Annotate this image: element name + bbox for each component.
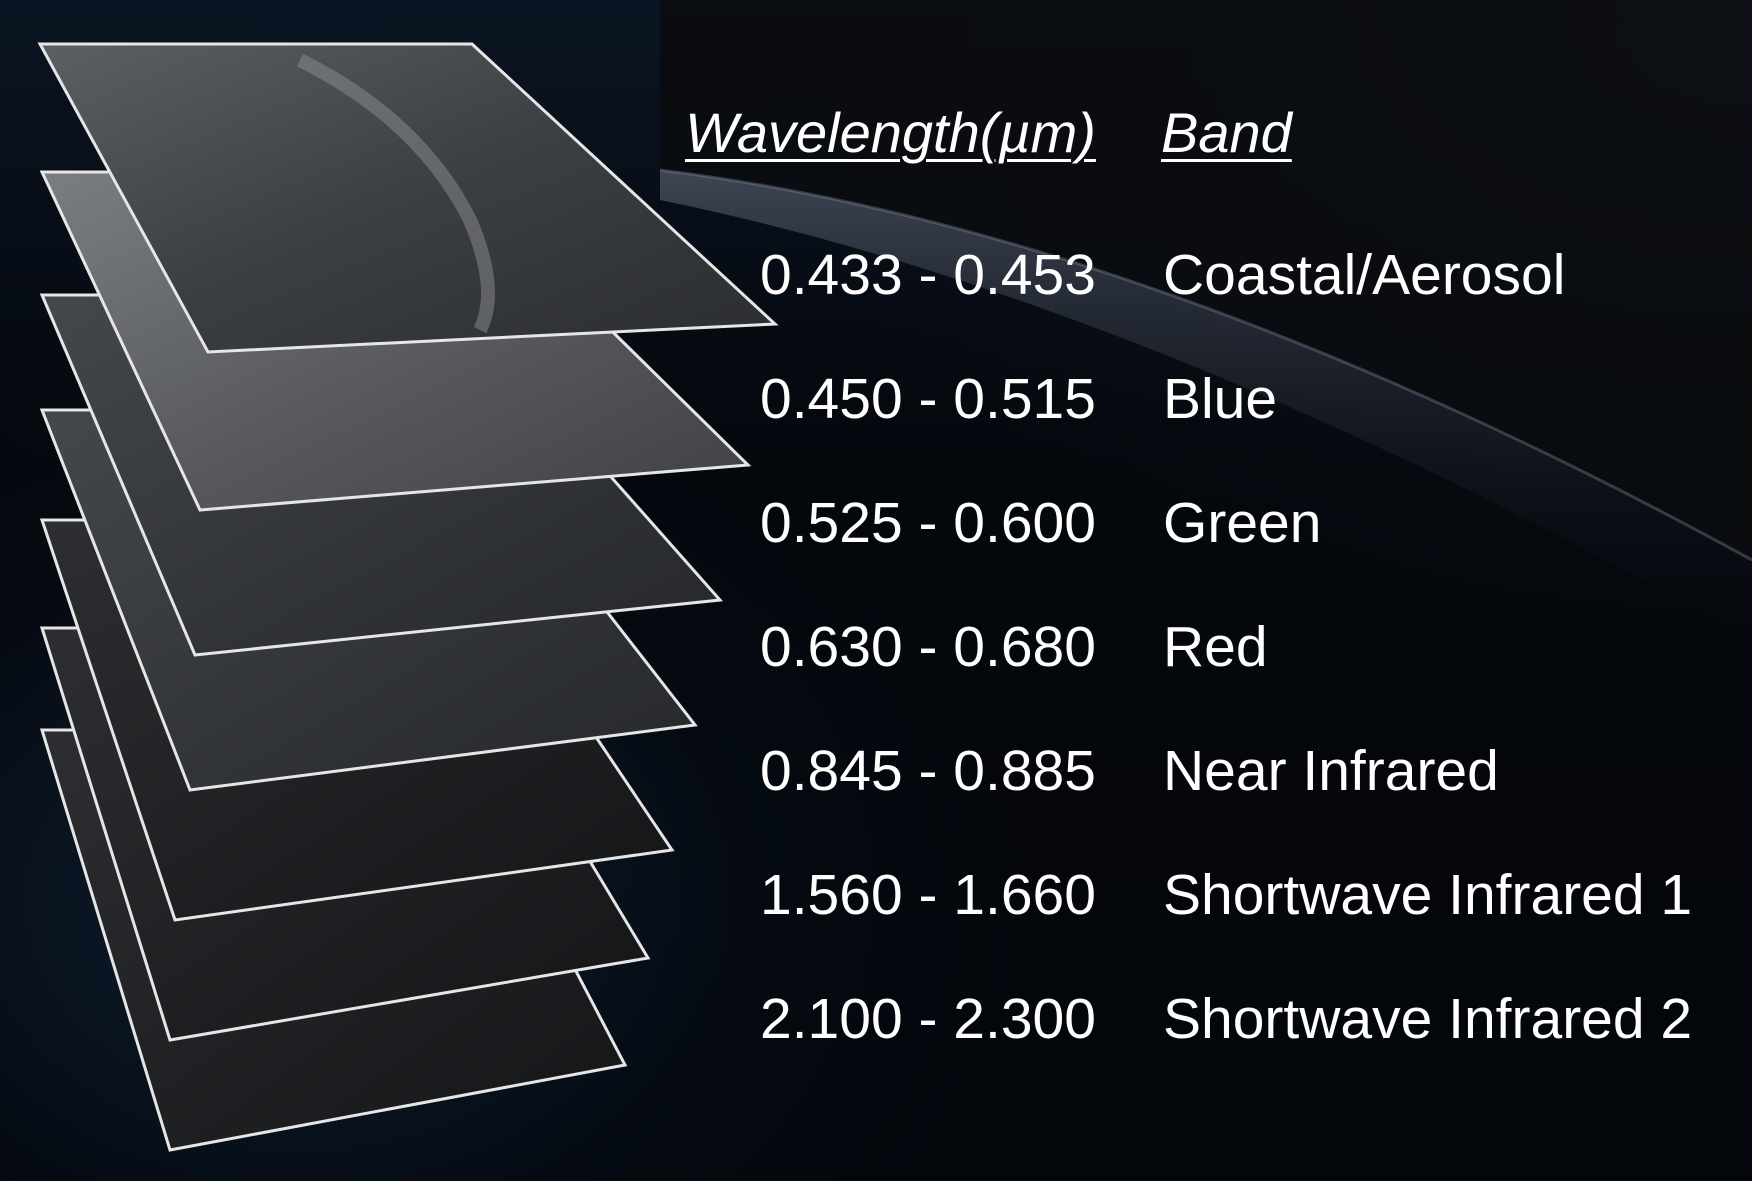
band-name: Red (1163, 615, 1268, 679)
band-wavelength: 2.100 - 2.300 (760, 987, 1096, 1051)
band-column-header: Band (1161, 101, 1292, 164)
layer-coastal-aerosol (37, 42, 779, 354)
band-name: Shortwave Infrared 1 (1163, 863, 1693, 927)
band-wavelength: 1.560 - 1.660 (760, 863, 1096, 927)
band-name: Near Infrared (1163, 739, 1499, 803)
band-wavelength: 0.845 - 0.885 (760, 739, 1096, 803)
band-wavelength: 0.450 - 0.515 (760, 367, 1096, 431)
band-name: Blue (1163, 367, 1278, 431)
band-wavelength: 0.525 - 0.600 (760, 491, 1096, 555)
band-name: Green (1163, 491, 1322, 555)
band-wavelength: 0.630 - 0.680 (760, 615, 1096, 679)
band-name: Shortwave Infrared 2 (1163, 987, 1693, 1051)
wavelength-column-header: Wavelength(µm) (685, 101, 1096, 164)
band-name: Coastal/Aerosol (1163, 243, 1566, 307)
band-wavelength: 0.433 - 0.453 (760, 243, 1096, 307)
